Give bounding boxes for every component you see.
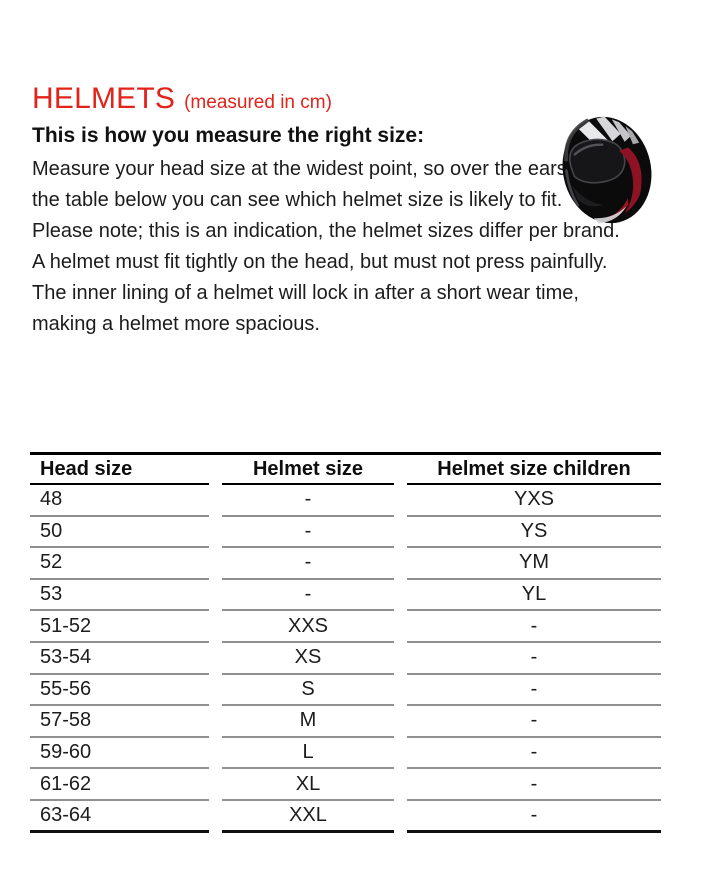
cell-helmet-size: XS bbox=[222, 643, 394, 675]
cell-head-size: 57-58 bbox=[30, 706, 209, 738]
cell-head-size: 53 bbox=[30, 580, 209, 612]
cell-helmet-size: M bbox=[222, 706, 394, 738]
cell-helmet-size: - bbox=[222, 548, 394, 580]
cell-helmet-size: - bbox=[222, 485, 394, 517]
cell-helmet-size: XXL bbox=[222, 801, 394, 833]
intro-line: A helmet must fit tightly on the head, b… bbox=[32, 251, 608, 273]
cell-helmet-size-children: - bbox=[407, 611, 661, 643]
intro-line: Measure your head size at the widest poi… bbox=[32, 158, 595, 180]
cell-helmet-size: L bbox=[222, 738, 394, 770]
table-row: 57-58 M - bbox=[30, 706, 661, 738]
cell-helmet-size: - bbox=[222, 517, 394, 549]
cell-helmet-size: S bbox=[222, 675, 394, 707]
cell-helmet-size-children: YS bbox=[407, 517, 661, 549]
table-row: 53-54 XS - bbox=[30, 643, 661, 675]
intro-line: The inner lining of a helmet will lock i… bbox=[32, 282, 579, 304]
size-table-body: 48 - YXS 50 - YS 52 - YM 53 - YL 51-52 X… bbox=[30, 485, 661, 833]
table-row: 59-60 L - bbox=[30, 738, 661, 770]
page-title-row: HELMETS (measured in cm) bbox=[32, 84, 720, 114]
cell-helmet-size-children: - bbox=[407, 675, 661, 707]
cell-helmet-size-children: - bbox=[407, 643, 661, 675]
table-row: 63-64 XXL - bbox=[30, 801, 661, 833]
table-row: 55-56 S - bbox=[30, 675, 661, 707]
col-header-head-size: Head size bbox=[30, 455, 209, 485]
helmet-image bbox=[552, 110, 662, 230]
table-row: 53 - YL bbox=[30, 580, 661, 612]
size-table-header-row: Head size Helmet size Helmet size childr… bbox=[30, 455, 661, 485]
cell-helmet-size-children: YM bbox=[407, 548, 661, 580]
col-header-helmet-size-children: Helmet size children bbox=[407, 455, 661, 485]
table-row: 61-62 XL - bbox=[30, 769, 661, 801]
cell-helmet-size-children: - bbox=[407, 769, 661, 801]
intro-paragraph: Measure your head size at the widest poi… bbox=[32, 154, 720, 340]
subheading: This is how you measure the right size: bbox=[32, 124, 425, 147]
cell-head-size: 63-64 bbox=[30, 801, 209, 833]
cell-head-size: 52 bbox=[30, 548, 209, 580]
cell-helmet-size-children: YXS bbox=[407, 485, 661, 517]
helmet-size-guide-page: HELMETS (measured in cm) This is how you… bbox=[0, 84, 720, 880]
page-title-suffix: (measured in cm) bbox=[184, 92, 332, 113]
cell-helmet-size: XXS bbox=[222, 611, 394, 643]
cell-head-size: 51-52 bbox=[30, 611, 209, 643]
intro-line: Please note; this is an indication, the … bbox=[32, 220, 620, 242]
cell-helmet-size-children: - bbox=[407, 706, 661, 738]
cell-head-size: 55-56 bbox=[30, 675, 209, 707]
table-row: 52 - YM bbox=[30, 548, 661, 580]
cell-helmet-size-children: YL bbox=[407, 580, 661, 612]
helmet-illustration bbox=[562, 116, 652, 224]
intro-line: making a helmet more spacious. bbox=[32, 313, 320, 335]
cell-helmet-size-children: - bbox=[407, 801, 661, 833]
cell-head-size: 59-60 bbox=[30, 738, 209, 770]
intro-line: the table below you can see which helmet… bbox=[32, 189, 563, 211]
table-row: 48 - YXS bbox=[30, 485, 661, 517]
cell-head-size: 61-62 bbox=[30, 769, 209, 801]
table-row: 51-52 XXS - bbox=[30, 611, 661, 643]
col-header-helmet-size: Helmet size bbox=[222, 455, 394, 485]
cell-head-size: 48 bbox=[30, 485, 209, 517]
cell-head-size: 50 bbox=[30, 517, 209, 549]
table-row: 50 - YS bbox=[30, 517, 661, 549]
size-table: Head size Helmet size Helmet size childr… bbox=[30, 452, 661, 833]
cell-helmet-size-children: - bbox=[407, 738, 661, 770]
cell-helmet-size: - bbox=[222, 580, 394, 612]
cell-helmet-size: XL bbox=[222, 769, 394, 801]
page-title: HELMETS bbox=[32, 82, 176, 115]
cell-head-size: 53-54 bbox=[30, 643, 209, 675]
